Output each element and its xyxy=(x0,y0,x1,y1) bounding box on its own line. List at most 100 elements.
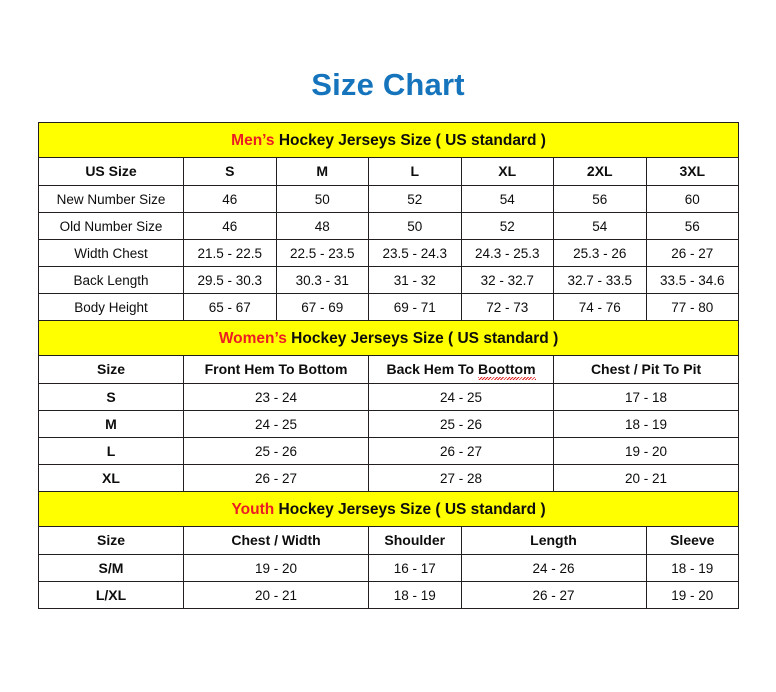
cell-mens-1-1: 48 xyxy=(275,212,369,240)
row-label-mens-2: Width Chest xyxy=(38,239,184,267)
column-header-mens-1: S xyxy=(183,157,277,186)
row-label-womens-0: S xyxy=(38,383,184,411)
cell-womens-0-0: 23 - 24 xyxy=(183,383,369,411)
spellcheck-underline: Boottom xyxy=(478,361,536,380)
column-header-mens-6: 3XL xyxy=(645,157,740,186)
table-row: Width Chest 21.5 - 22.5 22.5 - 23.5 23.5 - … xyxy=(38,239,740,267)
cell-mens-2-3: 24.3 - 25.3 xyxy=(460,239,554,267)
section-banner-accent: Youth xyxy=(231,500,275,518)
cell-mens-0-1: 50 xyxy=(275,185,369,213)
cell-mens-2-5: 26 - 27 xyxy=(645,239,740,267)
section-banner-rest: Hockey Jerseys Size ( US standard ) xyxy=(274,131,546,149)
table-row: L 25 - 26 26 - 27 19 - 20 xyxy=(38,437,740,465)
column-header-mens-2: M xyxy=(275,157,369,186)
column-header-row-mens: US Size S M L XL 2XL 3XL xyxy=(38,157,740,186)
cell-mens-1-4: 54 xyxy=(553,212,647,240)
cell-womens-0-2: 17 - 18 xyxy=(552,383,740,411)
cell-youth-1-3: 19 - 20 xyxy=(645,581,740,609)
size-chart-table: Men’s Hockey Jerseys Size ( US standard … xyxy=(37,122,740,609)
column-header-womens-0: Size xyxy=(38,355,184,384)
cell-youth-0-0: 19 - 20 xyxy=(183,554,369,582)
column-header-mens-4: XL xyxy=(460,157,554,186)
table-row: XL 26 - 27 27 - 28 20 - 21 xyxy=(38,464,740,492)
cell-womens-1-0: 24 - 25 xyxy=(183,410,369,438)
column-header-womens-2: Back Hem To Boottom xyxy=(368,355,554,384)
cell-mens-1-3: 52 xyxy=(460,212,554,240)
row-label-womens-2: L xyxy=(38,437,184,465)
cell-youth-1-1: 18 - 19 xyxy=(368,581,462,609)
column-header-youth-0: Size xyxy=(38,526,184,555)
size-chart-table-wrapper: Men’s Hockey Jerseys Size ( US standard … xyxy=(37,122,740,609)
cell-mens-4-3: 72 - 73 xyxy=(460,293,554,321)
cell-mens-4-5: 77 - 80 xyxy=(645,293,740,321)
cell-mens-1-0: 46 xyxy=(183,212,277,240)
cell-mens-0-4: 56 xyxy=(553,185,647,213)
cell-mens-3-1: 30.3 - 31 xyxy=(275,266,369,294)
column-header-mens-3: L xyxy=(368,157,462,186)
section-banner-mens: Men’s Hockey Jerseys Size ( US standard … xyxy=(37,122,740,158)
cell-womens-2-0: 25 - 26 xyxy=(183,437,369,465)
cell-mens-4-0: 65 - 67 xyxy=(183,293,277,321)
cell-mens-3-2: 31 - 32 xyxy=(368,266,462,294)
section-banner-cell-youth: Youth Hockey Jerseys Size ( US standard … xyxy=(37,491,740,527)
row-label-youth-0: S/M xyxy=(38,554,184,582)
cell-womens-0-1: 24 - 25 xyxy=(368,383,554,411)
cell-womens-3-0: 26 - 27 xyxy=(183,464,369,492)
cell-mens-4-2: 69 - 71 xyxy=(368,293,462,321)
cell-mens-1-2: 50 xyxy=(368,212,462,240)
size-chart-body: Men’s Hockey Jerseys Size ( US standard … xyxy=(37,122,740,609)
section-banner-rest: Hockey Jerseys Size ( US standard ) xyxy=(274,500,546,518)
row-label-mens-0: New Number Size xyxy=(38,185,184,213)
section-banner-cell-womens: Women’s Hockey Jerseys Size ( US standar… xyxy=(37,320,740,356)
cell-womens-1-2: 18 - 19 xyxy=(552,410,740,438)
cell-mens-2-4: 25.3 - 26 xyxy=(553,239,647,267)
cell-youth-1-2: 26 - 27 xyxy=(460,581,647,609)
row-label-womens-3: XL xyxy=(38,464,184,492)
page-title: Size Chart xyxy=(311,67,465,102)
table-row: Old Number Size 46 48 50 52 54 56 xyxy=(38,212,740,240)
section-banner-youth: Youth Hockey Jerseys Size ( US standard … xyxy=(37,491,740,527)
column-header-row-womens: Size Front Hem To Bottom Back Hem To Boott… xyxy=(38,355,740,384)
row-label-mens-1: Old Number Size xyxy=(38,212,184,240)
cell-youth-0-1: 16 - 17 xyxy=(368,554,462,582)
cell-womens-3-1: 27 - 28 xyxy=(368,464,554,492)
cell-mens-3-0: 29.5 - 30.3 xyxy=(183,266,277,294)
cell-mens-2-0: 21.5 - 22.5 xyxy=(183,239,277,267)
cell-mens-4-1: 67 - 69 xyxy=(275,293,369,321)
cell-mens-1-5: 56 xyxy=(645,212,740,240)
table-row: New Number Size 46 50 52 54 56 60 xyxy=(38,185,740,213)
column-header-youth-4: Sleeve xyxy=(645,526,740,555)
column-header-womens-3: Chest / Pit To Pit xyxy=(552,355,740,384)
section-banner-cell-mens: Men’s Hockey Jerseys Size ( US standard … xyxy=(37,122,740,158)
cell-mens-0-3: 54 xyxy=(460,185,554,213)
cell-mens-2-1: 22.5 - 23.5 xyxy=(275,239,369,267)
row-label-mens-4: Body Height xyxy=(38,293,184,321)
row-label-youth-1: L/XL xyxy=(38,581,184,609)
cell-mens-2-2: 23.5 - 24.3 xyxy=(368,239,462,267)
table-row: M 24 - 25 25 - 26 18 - 19 xyxy=(38,410,740,438)
column-header-row-youth: Size Chest / Width Shoulder Length Sleeve xyxy=(38,526,740,555)
column-header-youth-3: Length xyxy=(460,526,647,555)
table-row: Back Length 29.5 - 30.3 30.3 - 31 31 - 32 32… xyxy=(38,266,740,294)
cell-mens-0-2: 52 xyxy=(368,185,462,213)
section-banner-accent: Men’s xyxy=(231,131,275,149)
row-label-mens-3: Back Length xyxy=(38,266,184,294)
cell-youth-1-0: 20 - 21 xyxy=(183,581,369,609)
cell-mens-3-5: 33.5 - 34.6 xyxy=(645,266,740,294)
cell-youth-0-2: 24 - 26 xyxy=(460,554,647,582)
column-header-youth-2: Shoulder xyxy=(368,526,462,555)
table-row: L/XL 20 - 21 18 - 19 26 - 27 19 - 20 xyxy=(38,581,740,609)
table-row: S 23 - 24 24 - 25 17 - 18 xyxy=(38,383,740,411)
cell-womens-2-1: 26 - 27 xyxy=(368,437,554,465)
cell-mens-0-0: 46 xyxy=(183,185,277,213)
cell-mens-0-5: 60 xyxy=(645,185,740,213)
row-label-womens-1: M xyxy=(38,410,184,438)
section-banner-accent: Women’s xyxy=(218,329,287,347)
cell-mens-3-4: 32.7 - 33.5 xyxy=(553,266,647,294)
table-row: Body Height 65 - 67 67 - 69 69 - 71 72 - 73 7… xyxy=(38,293,740,321)
cell-mens-3-3: 32 - 32.7 xyxy=(460,266,554,294)
section-banner-rest: Hockey Jerseys Size ( US standard ) xyxy=(286,329,559,347)
cell-womens-3-2: 20 - 21 xyxy=(552,464,740,492)
column-header-mens-5: 2XL xyxy=(553,157,647,186)
